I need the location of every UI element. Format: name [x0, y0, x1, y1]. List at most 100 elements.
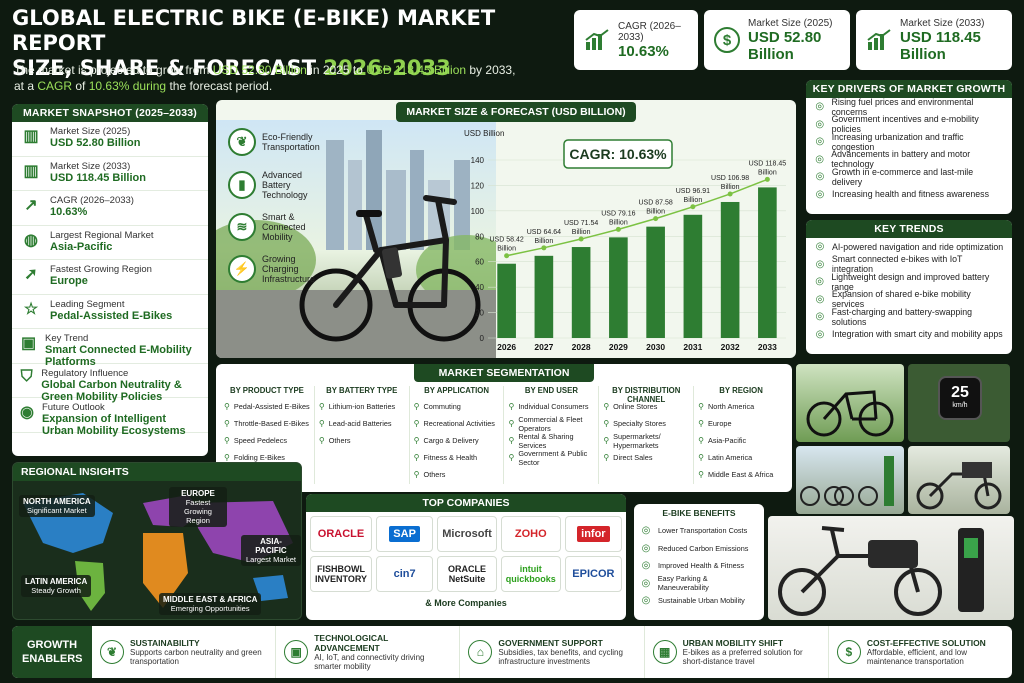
company-logo: EPICOR [564, 556, 622, 592]
segment-item-label: Lead-acid Batteries [328, 419, 392, 429]
title-years: 2026–2033 [323, 56, 451, 80]
driver-item: ◎ Government incentives and e-mobility po… [806, 114, 1012, 134]
bike-icon: ⚲ [224, 436, 230, 446]
bar [758, 187, 777, 338]
benefit-item: ◎ Easy Parking & Maneuverability [634, 574, 764, 592]
company-logo: ORACLE [310, 516, 372, 552]
segment-item: ⚲ Others [414, 467, 500, 484]
trend-item: ◎ Smart connected e-bikes with IoT integr… [806, 254, 1012, 275]
bike-icon: ⚲ [318, 402, 325, 412]
cargo-ebike-photo [908, 446, 1010, 514]
check-icon: ◎ [641, 595, 651, 607]
trend-item: ◎ Lightweight design and improved battery… [806, 271, 1012, 292]
charging-icon: ⚡ [228, 255, 256, 283]
bike-icon: ⚲ [413, 470, 420, 480]
benefit-item-label: Improved Health & Fitness [658, 561, 744, 571]
snapshot-value: Europe [50, 275, 88, 287]
snapshot-value: 10.63% [50, 206, 88, 218]
enabler-title: COST-EFFECTIVE SOLUTION [866, 637, 986, 648]
segment-heading: BY BATTERY TYPE [326, 386, 398, 395]
snapshot-item: ◍ Largest Regional Market Asia-Pacific [12, 226, 208, 260]
segment-item: ⚲ Fitness & Health [414, 450, 500, 467]
bike-icon: ⚲ [698, 453, 704, 463]
subtitle-part: by 2033, [466, 63, 516, 77]
snapshot-label: Future Outlook [41, 402, 105, 413]
company-logo-text: ORACLE [317, 528, 365, 540]
snapshot-label: Regulatory Influence [41, 367, 129, 379]
region-note: Steady Growth [31, 586, 81, 595]
feature-charging: ⚡ Growing Charging Infrastructure [228, 254, 322, 284]
display-unit: km/h [952, 402, 968, 409]
node-icon: ◎ [815, 276, 825, 288]
company-logo-text: Microsoft [442, 528, 492, 540]
trend-item-label: Smart connected e-bikes with IoT integra… [831, 254, 963, 275]
trend-line [506, 178, 768, 257]
kpi-label: Market Size (2025) [748, 17, 833, 29]
segment-item-label: Cargo & Delivery [423, 436, 479, 446]
segment-item: ⚲ Commercial & Fleet Operators [508, 415, 594, 433]
x-tick-label: 2029 [609, 342, 628, 352]
segment-column: BY END USER ⚲ Individual Consumers ⚲ Commerc… [504, 386, 600, 484]
segment-item: ⚲ Cargo & Delivery [414, 433, 500, 450]
city-icon: ▦ [652, 640, 677, 664]
subtitle-part: the forecast period. [166, 79, 273, 93]
segment-item-label: Rental & Sharing Services [518, 432, 574, 450]
x-tick-label: 2027 [534, 342, 553, 352]
bike-icon: ⚲ [603, 402, 610, 412]
subtitle-part: The market is projected to grow from [14, 63, 213, 77]
segment-heading: BY DISTRIBUTION CHANNEL [612, 386, 681, 404]
segment-item-label: Middle East & Africa [708, 470, 774, 480]
snapshot-item: ▥ Market Size (2033) USD 118.45 Billion [12, 157, 208, 191]
kpi-label: CAGR (2026–2033) [618, 20, 681, 43]
segment-item-label: Latin America [708, 453, 753, 463]
segment-item: ⚲ Throttle-Based E-Bikes [224, 416, 310, 433]
sharing-station-photo [796, 446, 904, 514]
trend-icon: ↗ [24, 197, 38, 214]
segment-item-label: Others [328, 436, 351, 446]
chip-icon: ▣ [284, 640, 309, 664]
title-line-2: SIZE, SHARE & FORECAST [12, 56, 324, 80]
trend-item: ◎ Integration with smart city and mobilit… [806, 326, 1012, 344]
company-logo: ZOHO [500, 516, 561, 552]
feature-battery: ▮ Advanced Battery Technology [228, 170, 312, 200]
segmentation-title: MARKET SEGMENTATION [414, 364, 594, 382]
kpi-card-size-2025: $ Market Size (2025) USD 52.80 Billion [704, 10, 850, 70]
company-logo: FISHBOWL INVENTORY [310, 556, 372, 592]
trends-title: KEY TRENDS [806, 220, 1012, 238]
trend-point [578, 236, 584, 242]
node-icon: ◎ [815, 241, 825, 253]
display-speed: 25 [951, 384, 969, 401]
data-label: USD 118.45 Billion [749, 160, 787, 176]
company-logos: ORACLE SAP Microsoft ZOHO infor FISHBOWL INVE… [306, 512, 626, 592]
bike-icon: ⚲ [698, 419, 704, 429]
rocket-icon: ➚ [24, 266, 38, 283]
snapshot-value: Expansion of Intelligent Urban Mobility … [41, 413, 186, 437]
enabler-title: URBAN MOBILITY SHIFT [682, 637, 784, 648]
snapshot-label: Market Size (2033) [50, 160, 131, 172]
market-segmentation-panel: MARKET SEGMENTATION BY PRODUCT TYPE ⚲ Peda… [216, 364, 792, 492]
company-logo: SAP [376, 516, 434, 552]
segment-item-label: North America [708, 402, 755, 412]
bar-chart-icon [866, 25, 892, 55]
star-icon: ☆ [23, 300, 39, 318]
market-snapshot-panel: MARKET SNAPSHOT (2025–2033) ▥ Market Size… [12, 104, 208, 456]
segment-item-label: Specialty Stores [613, 419, 666, 429]
trend-point [653, 216, 659, 222]
bike-icon: ⚲ [413, 453, 420, 463]
region-europe: EUROPE Fastest Growing Region [169, 487, 227, 527]
bike-icon: ⚲ [224, 402, 230, 412]
data-label: USD 87.58 Billion [639, 200, 673, 216]
benefit-item: ◎ Lower Transportation Costs [634, 522, 764, 540]
y-tick-label: 120 [471, 181, 485, 190]
check-icon: ◎ [641, 525, 651, 537]
segment-heading: BY END USER [524, 386, 578, 395]
snapshot-label: Fastest Growing Region [50, 264, 152, 275]
segment-item-label: Asia-Pacific [708, 436, 747, 446]
forecast-bar-chart: USD Billion 0 20 40 60 80 100 120 140 2026 USD 58.… [464, 129, 787, 352]
driver-item-label: Increasing health and fitness awareness [832, 189, 989, 200]
y-tick-label: 140 [471, 156, 485, 165]
trend-item-label: Lightweight design and improved battery … [831, 271, 990, 292]
building-icon: ⌂ [468, 640, 493, 664]
subtitle-part: of [72, 79, 89, 93]
leaf-icon: ❦ [228, 128, 256, 156]
